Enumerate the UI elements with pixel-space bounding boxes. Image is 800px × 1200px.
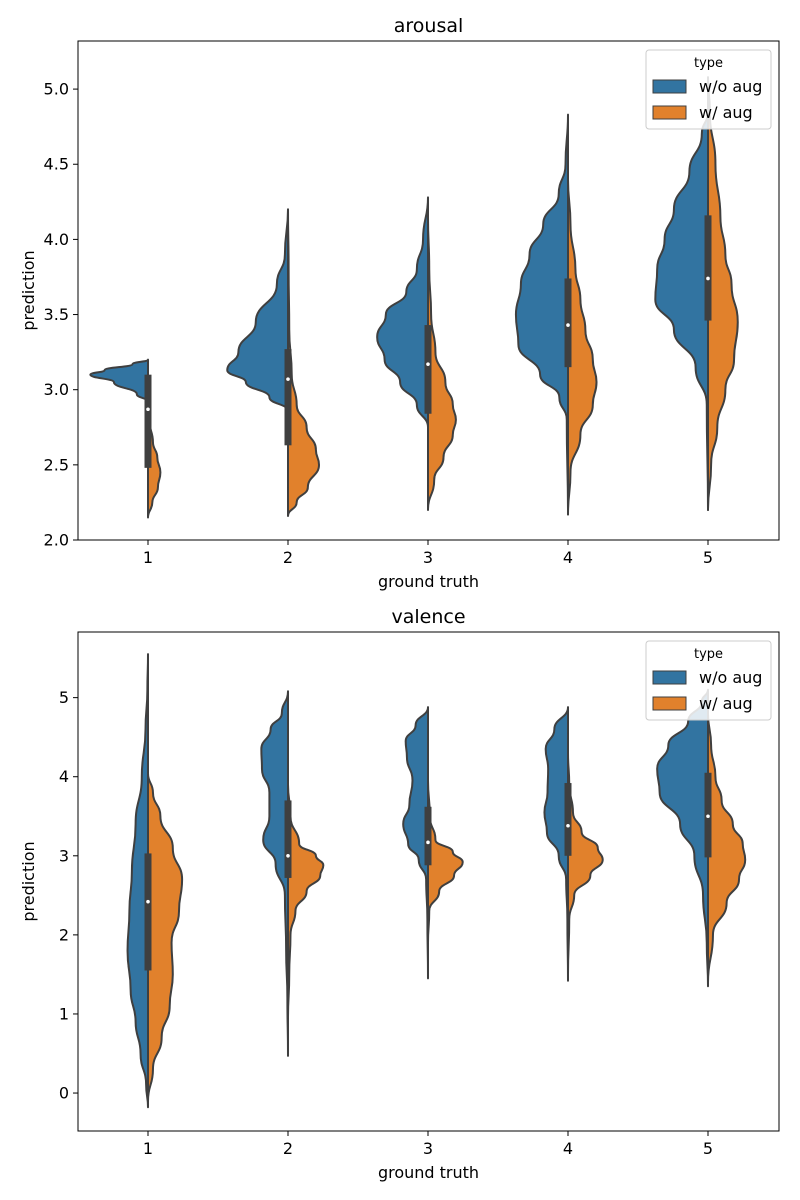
y-tick-label: 2.5 <box>44 455 69 474</box>
violin-woaug-3 <box>376 196 429 429</box>
legend-swatch <box>652 105 687 120</box>
x-tick-label: 4 <box>563 1139 573 1158</box>
x-axis-label: ground truth <box>378 1163 479 1182</box>
chart-title: valence <box>391 606 465 628</box>
violin-woaug-1 <box>89 358 149 403</box>
violin-waug-2 <box>287 208 320 517</box>
box-iqr-4 <box>564 278 572 368</box>
chart-title: arousal <box>394 15 464 37</box>
box-median-3 <box>426 840 430 845</box>
legend-swatch <box>652 696 687 711</box>
y-axis-label: prediction <box>19 841 38 921</box>
legend-label: w/ aug <box>699 694 753 713</box>
y-tick-label: 3.0 <box>44 380 69 399</box>
legend-title: type <box>694 647 723 662</box>
violin-waug-4 <box>567 751 604 976</box>
violin-woaug-2 <box>260 690 289 1057</box>
x-tick-label: 1 <box>143 1139 153 1158</box>
box-median-2 <box>286 853 290 858</box>
y-axis-label: prediction <box>19 250 38 330</box>
y-tick-label: 3.5 <box>44 305 69 324</box>
box-iqr-1 <box>144 374 152 468</box>
violin-woaug-3 <box>402 706 429 980</box>
legend-label: w/ aug <box>699 103 753 122</box>
violin-waug-3 <box>427 215 457 511</box>
box-median-4 <box>566 823 570 828</box>
box-iqr-2 <box>284 349 292 446</box>
y-tick-label: 5 <box>59 688 69 707</box>
box-median-1 <box>146 407 150 412</box>
y-tick-label: 0 <box>59 1084 69 1103</box>
box-median-3 <box>426 362 430 366</box>
y-tick-label: 4.0 <box>44 230 69 249</box>
legend-swatch <box>652 670 687 685</box>
violin-waug-5 <box>707 712 747 984</box>
violin-waug-2 <box>287 783 325 1019</box>
violin-woaug-1 <box>126 653 149 1109</box>
y-tick-label: 2 <box>59 925 69 944</box>
violin-woaug-5 <box>654 110 709 511</box>
violin-waug-4 <box>567 178 598 516</box>
y-tick-label: 1 <box>59 1004 69 1023</box>
x-tick-label: 4 <box>563 548 573 567</box>
violin-waug-3 <box>427 779 464 944</box>
box-iqr-1 <box>144 853 152 971</box>
x-tick-label: 3 <box>423 1139 433 1158</box>
legend: type w/o aug w/ aug <box>645 640 772 721</box>
box-iqr-3 <box>424 325 432 414</box>
box-iqr-5 <box>704 215 712 321</box>
y-tick-label: 5.0 <box>44 80 69 99</box>
y-tick-label: 2.0 <box>44 531 69 550</box>
box-iqr-4 <box>564 783 572 856</box>
x-tick-label: 2 <box>283 1139 293 1158</box>
chart-panel-valence: valence 0 1 2 3 4 5 1 2 3 4 5 ground truth prediction… <box>19 606 780 1182</box>
legend-title: type <box>694 56 723 71</box>
y-tick-label: 4 <box>59 767 69 786</box>
violin-woaug-4 <box>514 113 569 516</box>
axes-frame <box>77 40 780 541</box>
box-median-5 <box>706 814 710 819</box>
chart-panel-arousal: arousal 2.0 2.5 3.0 3.5 4.0 4.5 5.0 1 2 3 4 5 ground … <box>19 15 780 591</box>
violin-waug-1 <box>147 772 184 1102</box>
y-tick-label: 3 <box>59 846 69 865</box>
x-tick-label: 1 <box>143 548 153 567</box>
x-axis-label: ground truth <box>378 572 479 591</box>
violin-woaug-5 <box>656 688 709 988</box>
violin-woaug-4 <box>543 706 569 982</box>
x-tick-label: 3 <box>423 548 433 567</box>
box-iqr-3 <box>424 806 432 866</box>
y-tick-label: 4.5 <box>44 155 69 174</box>
box-median-5 <box>706 276 710 281</box>
box-iqr-2 <box>284 800 292 878</box>
x-tick-label: 5 <box>703 548 713 567</box>
x-tick-label: 2 <box>283 548 293 567</box>
legend-label: w/o aug <box>699 668 762 687</box>
axes-frame <box>77 631 780 1132</box>
violin-woaug-2 <box>226 208 289 412</box>
legend-label: w/o aug <box>699 77 762 96</box>
x-tick-label: 5 <box>703 1139 713 1158</box>
box-median-2 <box>286 377 290 381</box>
legend-swatch <box>652 79 687 94</box>
box-median-4 <box>566 323 570 327</box>
violin-waug-5 <box>707 76 739 511</box>
box-median-1 <box>146 899 150 904</box>
legend: type w/o aug w/ aug <box>645 49 772 130</box>
